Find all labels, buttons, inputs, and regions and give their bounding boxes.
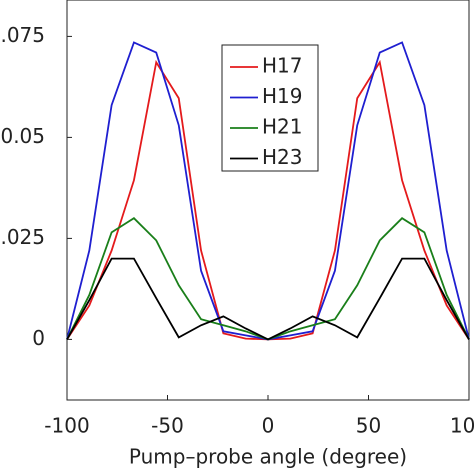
- y-tick-label: 0.05: [0, 124, 45, 148]
- y-tick-label: 0: [32, 326, 45, 350]
- x-tick-label: -100: [44, 414, 89, 438]
- legend-box: [221, 44, 319, 172]
- x-tick-label: -50: [151, 414, 184, 438]
- x-axis-label: Pump–probe angle (degree): [129, 445, 407, 469]
- series-line: [66, 257, 470, 341]
- x-tick-label: 0: [262, 414, 275, 438]
- x-tick-label: 100: [450, 414, 474, 438]
- series-line: [66, 217, 470, 341]
- legend-label: H21: [262, 115, 303, 139]
- legend-label: H19: [262, 84, 303, 108]
- x-tick-label: 50: [356, 414, 381, 438]
- legend-label: H23: [262, 145, 303, 169]
- legend-label: H17: [262, 54, 303, 78]
- y-tick-label: 0.025: [0, 225, 45, 249]
- y-tick-label: 0.075: [0, 23, 45, 47]
